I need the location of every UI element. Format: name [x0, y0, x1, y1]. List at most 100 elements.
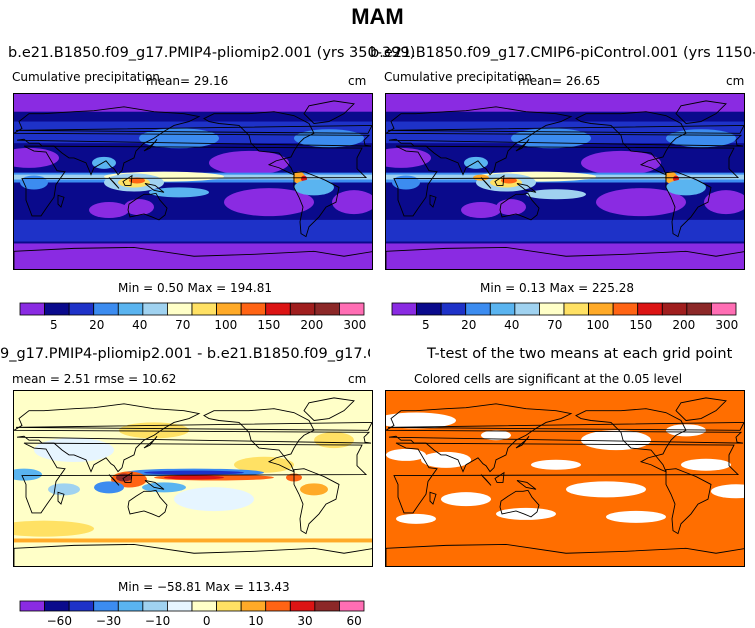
coastlines	[386, 397, 744, 566]
colorbar-box-0	[19, 302, 45, 316]
stats-bottom-left: mean = 2.51 rmse = 10.62	[12, 372, 177, 386]
coastline-1	[675, 100, 727, 124]
units-bottom-left: cm	[348, 372, 367, 386]
colorbar-box-13	[711, 302, 737, 316]
colorbar-tick-label: 5	[422, 318, 430, 332]
colorbar-tick-label: 150	[629, 318, 652, 332]
field-amazon	[294, 179, 334, 196]
field-colombia-max	[301, 175, 307, 182]
coastline-12	[429, 491, 437, 505]
minmax-top-left: Min = 0.50 Max = 194.81	[118, 281, 272, 295]
coastline-7	[494, 471, 505, 483]
coastline-4	[14, 106, 372, 176]
colorbar-bottom-left: −60 −30 −10 0 10 30 60	[19, 599, 365, 628]
colorbar-tick-label: −10	[145, 614, 170, 628]
coastline-4	[386, 403, 744, 473]
coastline-11	[143, 138, 158, 152]
colorbar-tick-label: 70	[547, 318, 562, 332]
coastline-11	[515, 138, 530, 152]
panel-title-top-left: b.e21.B1850.f09_g17.PMIP4-pliomip2.001 (…	[8, 45, 416, 61]
coastline-12	[57, 491, 65, 505]
colorbar-box-1	[416, 302, 442, 316]
field-atlantic-storm	[666, 129, 736, 148]
coastlines	[386, 100, 744, 269]
field-warm-pool-max	[501, 177, 517, 184]
colorbar-box-12	[314, 600, 340, 612]
coastlines	[14, 397, 372, 566]
colorbar-tick-label: −60	[47, 614, 72, 628]
colorbar-box-8	[216, 302, 242, 316]
map-top-right	[385, 93, 745, 270]
coastline-1	[675, 397, 727, 421]
coastline-0	[203, 408, 315, 473]
colorbar-tick-label: 150	[257, 318, 280, 332]
colorbar-box-11	[661, 302, 688, 316]
figure-title: MAM	[351, 4, 404, 29]
colorbar-tick-label: 100	[214, 318, 237, 332]
nonsig-c	[421, 451, 471, 468]
coastline-9	[14, 543, 372, 566]
colorbar-tick-label: 200	[672, 318, 695, 332]
field-africa-neg	[14, 468, 42, 481]
colorbar-box-7	[563, 302, 589, 316]
coastline-12	[429, 194, 437, 208]
field-maritime-neg	[94, 481, 124, 494]
field-dry-npac	[209, 150, 289, 175]
field-warm-pool-max	[129, 177, 145, 184]
coastline-0	[575, 111, 687, 176]
field-pos-south	[14, 538, 372, 543]
colorbar-box-13	[339, 600, 365, 612]
colorbar-top-left: 5 20 40 70 100 150 200 300	[19, 301, 366, 337]
nonsig-b	[581, 430, 651, 451]
minmax-top-right: Min = 0.13 Max = 225.28	[480, 281, 634, 295]
colorbar-box-9	[240, 302, 267, 316]
nonsig-h	[711, 484, 744, 499]
coastline-5	[127, 489, 168, 518]
panel-title-bottom-right: T-test of the two means at each grid poi…	[427, 346, 733, 362]
colorbar-tick-label: 200	[300, 318, 323, 332]
colorbar-box-8	[216, 600, 242, 612]
mean-top-left: mean= 29.16	[146, 74, 229, 88]
mean-top-right: mean= 26.65	[518, 74, 601, 88]
colorbar-tick-label: 40	[504, 318, 519, 332]
colorbar-box-4	[117, 302, 144, 316]
coastline-8	[144, 480, 165, 490]
coastline-0	[203, 111, 315, 176]
colorbar-tick-label: 60	[347, 614, 362, 628]
field-amazon	[666, 179, 706, 196]
colorbar-box-0	[391, 302, 417, 316]
coastline-8	[516, 480, 537, 490]
field-pos-c	[314, 432, 354, 449]
nonsig-l	[396, 513, 436, 524]
coastline-6	[108, 177, 120, 189]
colorbar-box-12	[314, 302, 340, 316]
nonsig-d	[386, 448, 426, 461]
field-dry-sind	[461, 202, 501, 219]
coastline-8	[516, 183, 537, 193]
coastline-7	[122, 174, 133, 186]
coastline-10	[15, 125, 372, 134]
colorbar-box-7	[191, 302, 217, 316]
colorbar-box-5	[142, 302, 168, 316]
coastline-12	[57, 194, 65, 208]
coastline-6	[480, 474, 492, 486]
field-neg-b	[174, 487, 254, 512]
colorbar-box-10	[637, 302, 663, 316]
field-polar-south	[386, 243, 744, 269]
coastline-10	[387, 125, 744, 134]
colorbar-top-right: 5 20 40 70 100 150 200 300	[391, 301, 738, 337]
field-atlantic-storm	[294, 129, 364, 148]
subtitle-top-right: Cumulative precipitation	[384, 70, 532, 84]
coastline-0	[575, 408, 687, 473]
colorbar-box-0	[19, 600, 45, 612]
coastline-7	[494, 174, 505, 186]
nonsig-n	[481, 430, 511, 441]
colorbar-box-1	[44, 302, 70, 316]
colorbar-box-2	[440, 302, 467, 316]
field-polar-north	[386, 94, 744, 112]
colorbar-tick-label: 40	[132, 318, 147, 332]
field-spcz	[149, 187, 209, 198]
colorbar-box-5	[514, 302, 540, 316]
coastline-10	[387, 422, 744, 431]
coastline-11	[143, 435, 158, 449]
